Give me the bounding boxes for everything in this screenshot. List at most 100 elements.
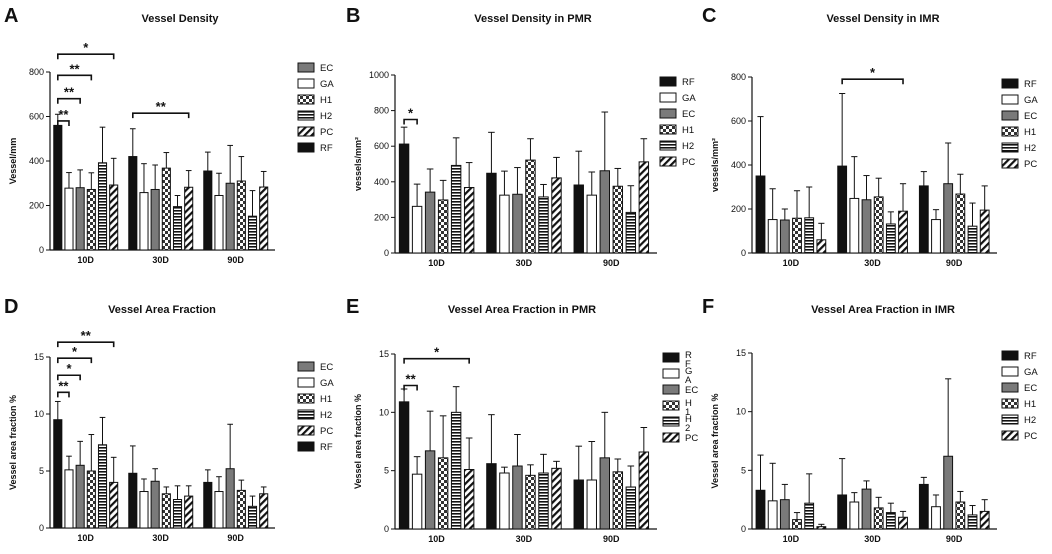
bar-ga — [411, 473, 423, 530]
y-tick-label: 5 — [39, 466, 44, 476]
x-tick-label: 10D — [428, 534, 445, 544]
y-tick-label: 600 — [374, 141, 389, 151]
x-tick-label: 90D — [603, 258, 620, 268]
bar-h2 — [172, 206, 183, 251]
legend-label: PC — [685, 433, 698, 444]
legend-label-line: G — [685, 366, 692, 377]
bar-rf — [128, 156, 138, 251]
x-tick-label: 10D — [783, 258, 800, 268]
bar-h2 — [450, 411, 462, 530]
y-tick-label: 10 — [34, 409, 44, 419]
legend-swatch — [1001, 382, 1019, 393]
bar-rf — [203, 481, 213, 529]
legend-label: PC — [1024, 431, 1037, 442]
bar-h2 — [538, 472, 549, 530]
legend-swatch — [297, 409, 315, 420]
y-tick-label: 400 — [29, 156, 44, 166]
y-tick-label: 400 — [374, 177, 389, 187]
chart-title: Vessel Density in PMR — [474, 13, 591, 25]
legend-swatch — [1001, 398, 1019, 409]
bar-h2 — [625, 211, 637, 254]
bar-rf — [398, 143, 410, 254]
bar-ga — [499, 194, 510, 254]
chart-title: Vessel Density in IMR — [826, 13, 939, 25]
bar-h1 — [873, 196, 884, 254]
legend-label-line: 1 — [685, 407, 690, 418]
bar-ec — [75, 464, 85, 529]
bar-ec — [150, 188, 160, 251]
bar-pc — [979, 510, 990, 530]
legend-swatch — [662, 400, 680, 411]
bar-rf — [53, 419, 63, 529]
chart-title: Vessel Area Fraction in PMR — [448, 304, 596, 316]
y-axis-label: vessels/mm² — [353, 137, 363, 191]
legend-label-line: H — [685, 414, 692, 425]
legend-swatch — [297, 94, 315, 105]
bar-h2 — [885, 223, 896, 254]
legend-label: RF — [682, 77, 695, 88]
bar-h1 — [236, 489, 246, 529]
bar-h1 — [161, 167, 171, 251]
y-axis-label: Vessel area fraction % — [8, 395, 18, 490]
legend-label: H2 — [320, 111, 332, 122]
y-tick-label: 0 — [384, 524, 389, 534]
legend-swatch — [659, 76, 677, 87]
bar-ec — [599, 457, 610, 530]
significance-bracket — [841, 78, 904, 85]
legend-swatch — [659, 108, 677, 119]
x-tick-label: 90D — [946, 258, 963, 268]
bar-ec — [943, 455, 954, 530]
legend-swatch — [297, 78, 315, 89]
significance-bracket — [403, 384, 418, 391]
bar-h2 — [804, 217, 815, 254]
y-tick-label: 200 — [731, 204, 746, 214]
legend-swatch — [662, 352, 680, 363]
legend-swatch — [297, 110, 315, 121]
panel-a: A Vessel Density 0 200 400 600 800 Vessel/mm 10D… — [4, 5, 334, 265]
bar-rf — [755, 489, 766, 530]
x-tick-label: 30D — [152, 255, 169, 265]
bar-pc — [551, 177, 562, 254]
bar-ec — [512, 465, 523, 530]
significance-bracket — [57, 97, 81, 104]
bar-ga — [139, 491, 149, 529]
bar-rf — [837, 494, 848, 530]
legend-label: EC — [320, 63, 333, 74]
y-tick-label: 5 — [741, 465, 746, 475]
legend-label-line: F — [685, 359, 691, 370]
x-tick-label: 10D — [77, 533, 94, 543]
significance-bracket — [132, 112, 190, 119]
bar-ec — [861, 488, 872, 530]
legend-swatch — [1001, 142, 1019, 153]
bar-h1 — [792, 519, 802, 530]
y-tick-label: 600 — [29, 112, 44, 122]
legend-label-line: R — [685, 350, 692, 361]
bar-pc — [184, 495, 194, 529]
bar-ga — [767, 219, 778, 254]
bar-ga — [214, 491, 224, 529]
bar-ga — [849, 197, 860, 254]
panel-letter: A — [4, 5, 18, 27]
significance-bracket — [57, 357, 93, 364]
bar-rf — [573, 184, 584, 254]
legend-label: GA — [320, 378, 334, 389]
legend-swatch — [1001, 414, 1019, 425]
bar-rf — [398, 401, 410, 530]
bar-pc — [898, 210, 908, 254]
legend-swatch — [659, 92, 677, 103]
chart-title: Vessel Area Fraction in IMR — [811, 304, 955, 316]
bar-h2 — [967, 514, 978, 530]
bar-rf — [573, 479, 584, 530]
y-tick-label: 15 — [736, 348, 746, 358]
legend-label: H2 — [320, 410, 332, 421]
y-tick-label: 0 — [741, 248, 746, 258]
bar-h1 — [525, 474, 536, 530]
y-tick-label: 0 — [39, 523, 44, 533]
legend-label: RF — [320, 143, 333, 154]
legend-label-line: 2 — [685, 423, 690, 434]
bar-h1 — [437, 199, 449, 254]
legend-swatch — [297, 393, 315, 404]
bar-rf — [486, 172, 497, 254]
